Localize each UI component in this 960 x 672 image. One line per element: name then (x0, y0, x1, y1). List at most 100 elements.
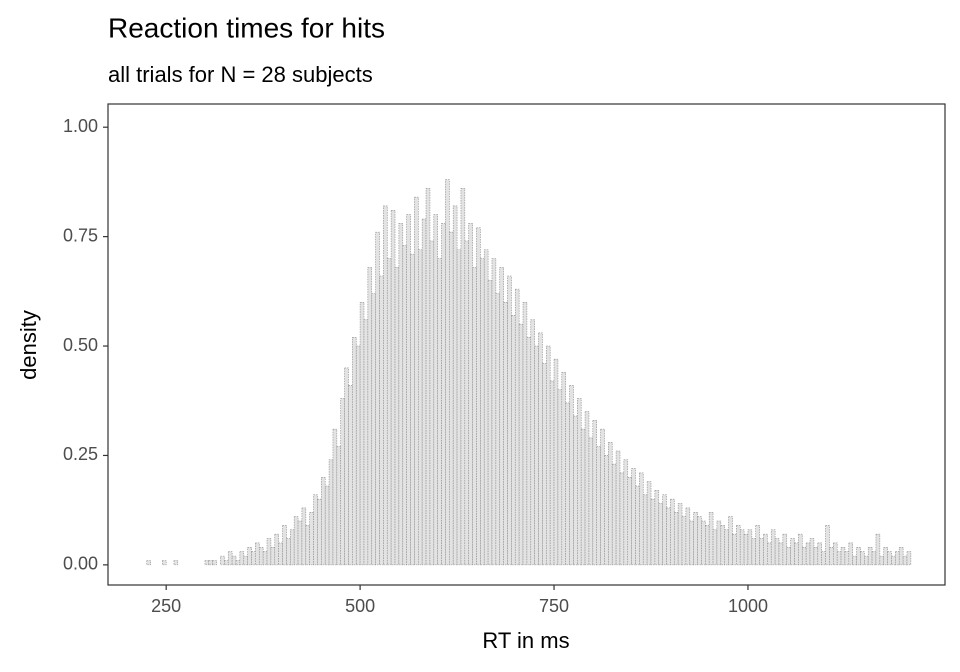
bar (619, 472, 625, 566)
bar (414, 196, 419, 566)
bar (503, 301, 508, 566)
bar (224, 560, 229, 566)
bar (786, 547, 791, 566)
bar (239, 551, 245, 566)
bar (829, 547, 834, 566)
bar (379, 275, 384, 566)
bar (631, 468, 636, 566)
bar (557, 389, 563, 566)
bar (584, 411, 590, 566)
bar (767, 542, 772, 566)
bar (348, 385, 353, 566)
bar (573, 415, 578, 566)
bar (247, 547, 252, 566)
bar (747, 529, 753, 566)
bar (390, 210, 396, 566)
bar (670, 498, 675, 566)
bar (697, 516, 702, 566)
bar (848, 542, 853, 566)
bar (332, 428, 338, 566)
bar (429, 240, 435, 566)
bar (514, 288, 520, 566)
bar (309, 512, 314, 566)
bar (743, 533, 749, 566)
bar (759, 538, 764, 566)
bar (705, 525, 710, 566)
bar (887, 551, 892, 566)
bar (258, 547, 264, 566)
bar (340, 398, 345, 566)
y-tick-label: 0.50 (63, 335, 98, 355)
bar (611, 463, 617, 566)
bar (825, 525, 830, 566)
x-tick-label: 750 (539, 596, 569, 616)
bar (359, 301, 365, 566)
bar (398, 223, 404, 566)
chart-subtitle: all trials for N = 28 subjects (108, 62, 373, 87)
bar (511, 315, 516, 566)
bar (464, 240, 470, 566)
bar (433, 214, 438, 566)
bar (720, 525, 725, 566)
bar (805, 542, 811, 566)
bar (701, 520, 706, 566)
bar (449, 231, 454, 566)
y-tick-label: 0.75 (63, 225, 98, 245)
bar (445, 179, 450, 566)
bar (642, 494, 648, 566)
bar (227, 551, 233, 566)
bar (480, 258, 485, 566)
bar (763, 533, 768, 566)
bar (681, 516, 687, 566)
bar (864, 555, 869, 566)
bar (608, 442, 613, 566)
y-tick-label: 0.25 (63, 444, 98, 464)
bar (530, 319, 535, 566)
bar (301, 507, 307, 566)
bar (286, 538, 291, 566)
bar (468, 223, 473, 566)
bar (173, 560, 179, 566)
bar (518, 323, 524, 566)
bar (375, 231, 380, 566)
bar (231, 555, 237, 566)
x-axis-label: RT in ms (482, 628, 569, 653)
bar (417, 249, 423, 566)
bar (565, 402, 570, 566)
bar (317, 498, 322, 566)
bar (212, 560, 217, 566)
bar (852, 555, 857, 566)
bar (394, 266, 400, 566)
bar (542, 363, 547, 566)
bar (778, 542, 784, 566)
bar (402, 245, 407, 566)
bar (162, 560, 167, 566)
bar (487, 280, 493, 566)
bar (662, 494, 667, 566)
bar (293, 516, 299, 566)
bar (274, 533, 279, 566)
bar (549, 380, 555, 566)
bar (732, 533, 737, 566)
bar (774, 538, 780, 566)
bar (770, 529, 776, 566)
bar (588, 437, 594, 566)
bar (460, 188, 466, 566)
bar (472, 266, 477, 566)
bar (751, 538, 757, 566)
x-tick-label: 250 (151, 596, 181, 616)
bar (243, 555, 248, 566)
bar (352, 336, 357, 566)
bar (441, 223, 446, 566)
bar (840, 547, 846, 566)
bar (328, 459, 334, 566)
bar (895, 551, 900, 566)
bar (499, 266, 504, 566)
bar (875, 533, 881, 566)
bar (452, 205, 458, 566)
bar (646, 481, 652, 566)
bar (592, 420, 598, 566)
bar (755, 525, 760, 566)
bar (545, 345, 551, 566)
